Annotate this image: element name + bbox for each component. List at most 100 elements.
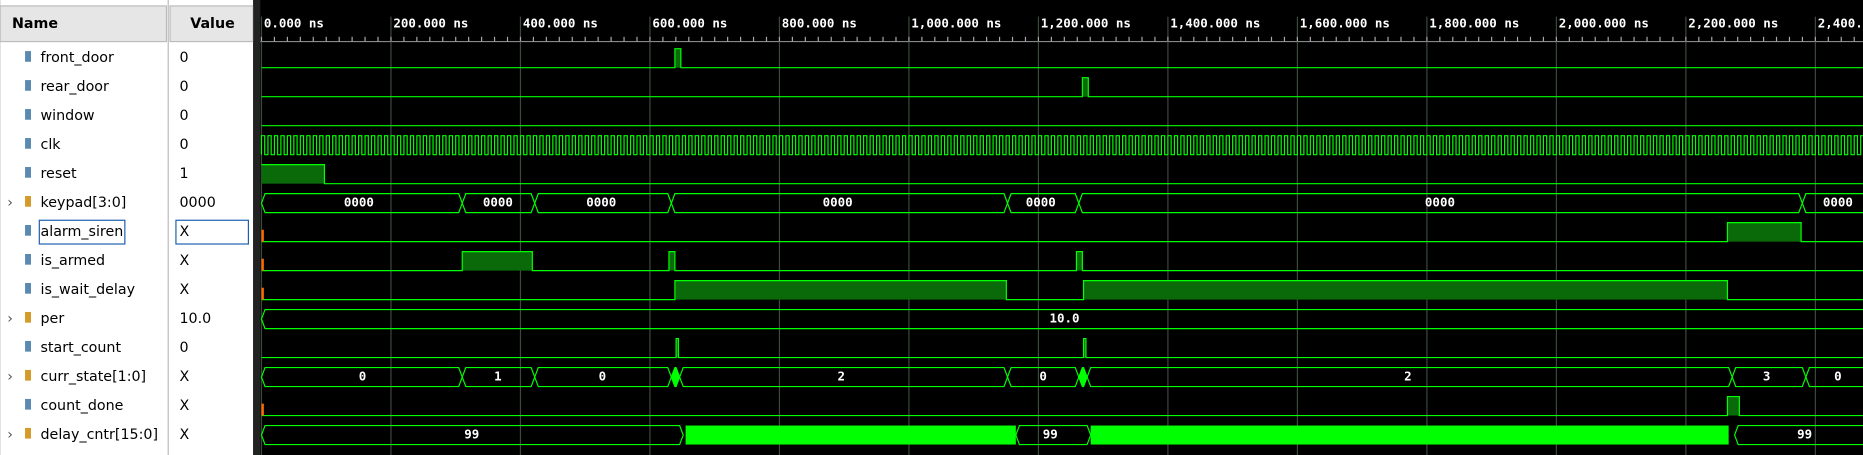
time-label: 1,000.000 ns — [911, 15, 1001, 30]
signal-icon — [25, 109, 32, 120]
signal-value[interactable]: 0000 — [180, 195, 216, 211]
high-fill — [1727, 396, 1740, 416]
time-label: 800.000 ns — [782, 15, 857, 30]
bus-label: 0000 — [586, 195, 616, 210]
unknown-mark — [261, 258, 264, 271]
high-fill — [261, 164, 325, 184]
value-header[interactable] — [169, 5, 254, 43]
bus-label: 2 — [1404, 369, 1412, 384]
signal-value[interactable]: X — [180, 427, 190, 443]
signal-name[interactable]: front_door — [41, 50, 115, 66]
time-label: 2,200.000 ns — [1688, 15, 1778, 30]
signal-name[interactable]: per — [41, 311, 65, 327]
bus-segment — [1733, 424, 1863, 446]
logic-wave — [261, 395, 1863, 417]
splitter[interactable] — [253, 0, 261, 455]
signal-value[interactable]: X — [180, 398, 190, 414]
logic-wave — [261, 222, 1863, 243]
signal-value[interactable]: 0 — [180, 50, 189, 66]
signal-name[interactable]: count_done — [41, 398, 124, 414]
expand-arrow: › — [7, 369, 13, 385]
high-fill — [462, 251, 533, 271]
signal-value[interactable]: X — [180, 282, 190, 298]
signal-name[interactable]: curr_state[1:0] — [41, 369, 147, 385]
signal-value[interactable]: 0 — [180, 137, 189, 153]
time-label: 1,400.000 ns — [1170, 15, 1260, 30]
bus-label: 0000 — [344, 195, 374, 210]
signal-icon — [25, 253, 32, 265]
time-label: 2,000.000 ns — [1559, 15, 1649, 30]
signal-value[interactable]: 0 — [180, 340, 189, 356]
signal-value[interactable]: 0 — [180, 108, 189, 124]
signal-value[interactable]: X — [180, 369, 190, 385]
bus-label: 0 — [599, 369, 607, 384]
signal-icon — [25, 427, 32, 439]
time-label: 1,600.000 ns — [1300, 15, 1390, 30]
signal-icon — [25, 167, 32, 178]
high-fill — [1727, 222, 1802, 242]
signal-name[interactable]: reset — [41, 166, 78, 182]
bus-label: 0000 — [823, 195, 853, 210]
name-header[interactable] — [0, 5, 168, 43]
signal-panel — [0, 0, 254, 455]
bus-glitch — [670, 366, 681, 388]
bus-label: 0 — [1834, 369, 1842, 384]
signal-value[interactable]: X — [180, 253, 190, 269]
signal-value[interactable]: 1 — [180, 166, 189, 182]
time-label: 1,200.000 ns — [1041, 15, 1131, 30]
bus-segment — [260, 308, 1863, 330]
expand-arrow: › — [7, 311, 13, 327]
signal-name[interactable]: alarm_siren — [41, 224, 124, 240]
signal-value[interactable]: 0 — [180, 79, 189, 95]
bus-label: 0000 — [1425, 195, 1455, 210]
signal-value[interactable]: 10.0 — [180, 311, 212, 327]
signal-name[interactable]: keypad[3:0] — [41, 195, 127, 211]
signal-name[interactable]: clk — [41, 137, 62, 153]
bus-label: 1 — [494, 369, 502, 384]
signal-icon — [25, 311, 32, 323]
selection-box — [175, 219, 250, 245]
high-fill — [668, 251, 675, 271]
signal-name[interactable]: window — [41, 108, 95, 124]
bus-label: 2 — [837, 369, 845, 384]
signal-icon — [25, 225, 32, 236]
logic-wave — [261, 77, 1863, 98]
header-label: Name — [12, 16, 58, 32]
bus-segment — [1015, 424, 1092, 446]
time-label: 0.000 ns — [264, 15, 324, 30]
signal-name[interactable]: is_armed — [41, 253, 106, 269]
signal-icon — [25, 340, 32, 352]
signal-icon — [25, 369, 32, 381]
signal-value[interactable]: X — [180, 224, 190, 240]
bus-dense — [1090, 425, 1729, 445]
signal-icon — [25, 196, 32, 207]
time-label: 400.000 ns — [523, 15, 598, 30]
bus-label: 3 — [1763, 369, 1771, 384]
signal-name[interactable]: delay_cntr[15:0] — [41, 427, 159, 443]
expand-arrow: › — [7, 195, 13, 211]
logic-wave — [261, 337, 1863, 359]
signal-name[interactable]: start_count — [41, 340, 122, 356]
time-label: 1,800.000 ns — [1429, 15, 1519, 30]
time-label: 600.000 ns — [652, 15, 727, 30]
time-label: 2,400.000 ns — [1818, 15, 1863, 30]
bus-segment — [260, 424, 684, 446]
bus-segment — [1805, 366, 1863, 388]
signal-icon — [25, 51, 32, 62]
clock-wave — [260, 135, 1863, 156]
high-fill — [1076, 251, 1083, 271]
high-fill — [1082, 77, 1089, 97]
signal-icon — [25, 398, 32, 410]
signal-name[interactable]: rear_door — [41, 79, 110, 95]
high-fill — [1083, 338, 1086, 358]
logic-wave — [261, 280, 1863, 301]
signal-name[interactable]: is_wait_delay — [41, 282, 136, 298]
bus-dense — [685, 425, 1016, 445]
logic-wave — [261, 251, 1863, 272]
bus-glitch — [1078, 366, 1088, 388]
signal-icon — [25, 282, 32, 294]
bus-label: 0000 — [483, 195, 513, 210]
header-label: Value — [190, 16, 235, 32]
bus-label: 0000 — [1823, 195, 1853, 210]
